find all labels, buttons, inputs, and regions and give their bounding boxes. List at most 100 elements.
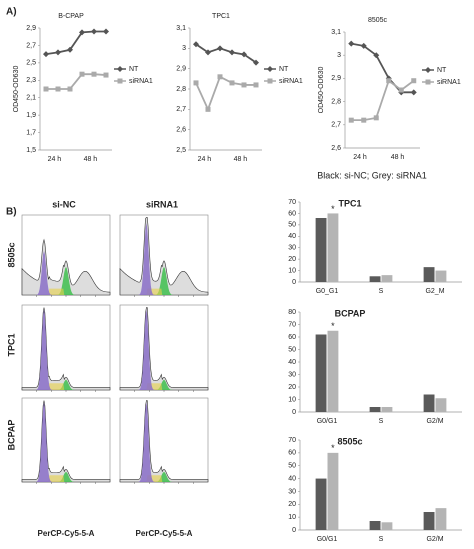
legend-marker	[267, 66, 273, 72]
y-tick-label: 80	[288, 309, 296, 316]
y-tick-label: 50	[288, 463, 296, 470]
marker	[103, 28, 109, 35]
x-tick-label: G0/G1	[317, 418, 338, 425]
histogram-g1	[22, 402, 110, 482]
y-tick-label: 2,8	[176, 86, 186, 93]
y-tick-label: 2,3	[26, 77, 36, 84]
y-tick-label: 2,7	[176, 106, 186, 113]
y-tick-label: 2,5	[176, 147, 186, 154]
histogram-g2	[120, 379, 208, 390]
annotation: *	[331, 321, 335, 331]
y-tick-label: 30	[288, 245, 296, 252]
line	[195, 75, 256, 112]
marker	[103, 72, 109, 78]
histogram-g2	[22, 267, 110, 295]
y-tick-label: 20	[288, 384, 296, 391]
legend-label: siRNA1	[129, 78, 153, 85]
y-tick-label: 60	[288, 210, 296, 217]
x-tick-label: G0/G1	[317, 536, 338, 543]
chart-title: 8505c	[337, 436, 362, 446]
annotation: *	[331, 443, 335, 453]
column-label: siRNA1	[146, 199, 178, 209]
marker	[241, 51, 247, 58]
y-tick-label: 2,7	[26, 42, 36, 49]
marker	[91, 71, 97, 77]
x-tick-label: S	[379, 536, 384, 543]
legend-marker	[267, 78, 273, 84]
chart-title: TPC1	[338, 198, 361, 208]
x-tick-label: G0_G1	[316, 288, 339, 295]
marker	[229, 80, 235, 86]
panel-label: A)	[6, 7, 17, 18]
marker	[411, 78, 417, 84]
y-tick-label: 10	[288, 514, 296, 521]
x-tick-label: S	[379, 418, 384, 425]
x-tick-label: 48 h	[391, 154, 405, 161]
marker	[348, 117, 354, 123]
bar	[369, 276, 381, 282]
bar	[315, 478, 327, 530]
annotation: *	[331, 204, 335, 214]
x-tick-label: G2/M	[426, 536, 443, 543]
x-axis-label: PerCP-Cy5-5-A	[136, 529, 193, 538]
row-label: TPC1	[6, 333, 16, 356]
y-tick-label: 10	[288, 267, 296, 274]
x-tick-label: 48 h	[84, 156, 98, 163]
y-tick-label: 2,9	[331, 75, 341, 82]
marker	[373, 115, 379, 121]
histogram-g2	[120, 471, 208, 482]
histogram-debris	[119, 400, 209, 483]
marker	[43, 51, 49, 58]
legend-marker	[117, 78, 123, 84]
marker	[193, 41, 199, 48]
legend-label: siRNA1	[279, 78, 303, 85]
histogram-g2	[22, 471, 110, 482]
marker	[373, 52, 380, 59]
line	[351, 42, 414, 94]
y-tick-label: 2,1	[26, 95, 36, 102]
marker	[55, 49, 61, 56]
bar	[435, 508, 447, 530]
histogram-g1	[22, 309, 110, 390]
y-axis-label: OD450-OD630	[318, 67, 325, 114]
line	[351, 79, 415, 122]
y-tick-label: 20	[288, 501, 296, 508]
y-tick-label: 40	[288, 475, 296, 482]
bar	[381, 522, 393, 530]
marker	[67, 46, 73, 53]
x-tick-label: G2_M	[425, 288, 444, 295]
bar	[435, 270, 447, 282]
marker	[55, 86, 61, 92]
legend-label: NT	[279, 66, 289, 73]
bar	[327, 213, 339, 282]
y-tick-label: 70	[288, 437, 296, 444]
y-tick-label: 3,1	[331, 29, 341, 36]
legend-marker	[117, 66, 123, 72]
caption: Black: si-NC; Grey: siRNA1	[317, 170, 427, 180]
y-tick-label: 20	[288, 256, 296, 263]
line	[45, 30, 106, 56]
marker	[205, 49, 211, 56]
histogram-g2	[120, 267, 208, 295]
x-tick-label: S	[379, 288, 384, 295]
y-tick-label: 70	[288, 199, 296, 206]
legend-marker	[425, 67, 431, 73]
y-tick-label: 30	[288, 371, 296, 378]
y-tick-label: 0	[292, 279, 296, 286]
y-tick-label: 50	[288, 222, 296, 229]
y-tick-label: 30	[288, 488, 296, 495]
panel-label: B)	[6, 207, 17, 218]
histogram-debris	[119, 307, 209, 391]
marker	[398, 87, 404, 93]
marker	[241, 82, 247, 88]
histogram-frame	[21, 304, 111, 391]
marker	[193, 80, 199, 86]
x-tick-label: 24 h	[198, 156, 212, 163]
bar	[327, 330, 339, 412]
chart-title: TPC1	[212, 13, 230, 20]
histogram-frame	[21, 397, 111, 483]
chart-title: 8505c	[368, 17, 388, 24]
chart-title: B-CPAP	[58, 13, 84, 20]
line	[195, 43, 257, 64]
